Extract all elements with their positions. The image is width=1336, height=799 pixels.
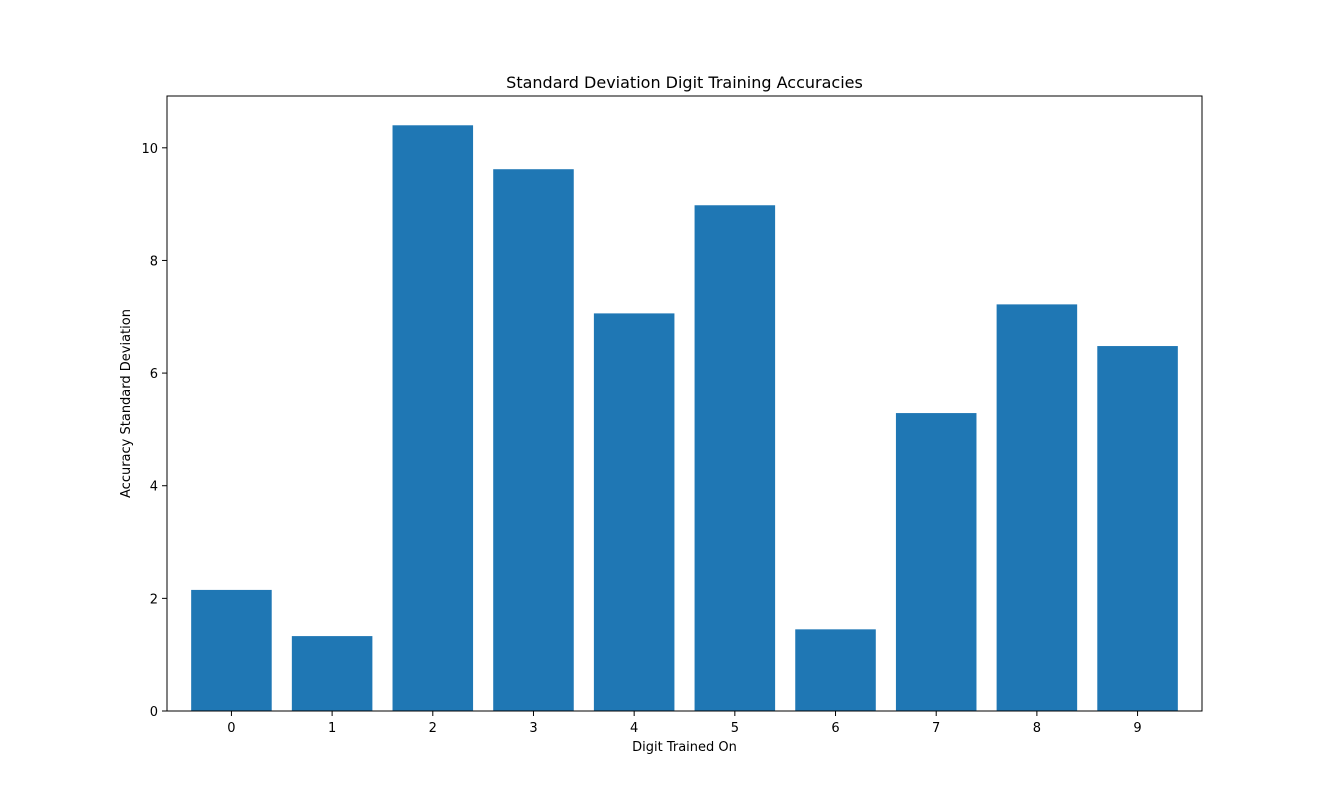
x-tick-label: 8 (1033, 721, 1041, 736)
x-axis-label: Digit Trained On (632, 740, 737, 755)
x-tick-label: 6 (831, 721, 839, 736)
x-tick-label: 4 (630, 721, 638, 736)
x-axis-ticks: 0 1 2 3 4 5 6 7 8 9 (227, 711, 1142, 736)
y-axis-label: Accuracy Standard Deviation (119, 309, 134, 498)
chart-title: Standard Deviation Digit Training Accura… (506, 73, 863, 92)
y-tick-label: 2 (150, 592, 158, 607)
y-tick-label: 4 (150, 480, 158, 495)
plot-frame (166, 95, 1203, 712)
x-tick-label: 5 (731, 721, 739, 736)
x-tick-label: 7 (932, 721, 940, 736)
bar-2 (392, 125, 474, 712)
y-axis-ticks: 0 2 4 6 8 10 (141, 142, 167, 720)
bar-9 (1097, 346, 1178, 711)
bar-1 (291, 636, 373, 711)
x-tick-label: 0 (227, 721, 235, 736)
bar-7 (895, 413, 977, 711)
y-tick-label: 6 (150, 367, 158, 382)
bars-group (191, 125, 1178, 712)
x-tick-label: 3 (529, 721, 537, 736)
x-tick-label: 1 (328, 721, 336, 736)
bar-5 (694, 205, 776, 711)
bar-6 (795, 629, 876, 711)
x-tick-label: 2 (429, 721, 437, 736)
y-tick-label: 8 (150, 254, 158, 269)
y-tick-label: 10 (141, 142, 158, 157)
bar-3 (493, 169, 574, 711)
bar-4 (593, 313, 675, 711)
bar-8 (996, 304, 1078, 711)
bar-0 (191, 589, 272, 711)
x-tick-label: 9 (1133, 721, 1141, 736)
y-tick-label: 0 (150, 705, 158, 720)
